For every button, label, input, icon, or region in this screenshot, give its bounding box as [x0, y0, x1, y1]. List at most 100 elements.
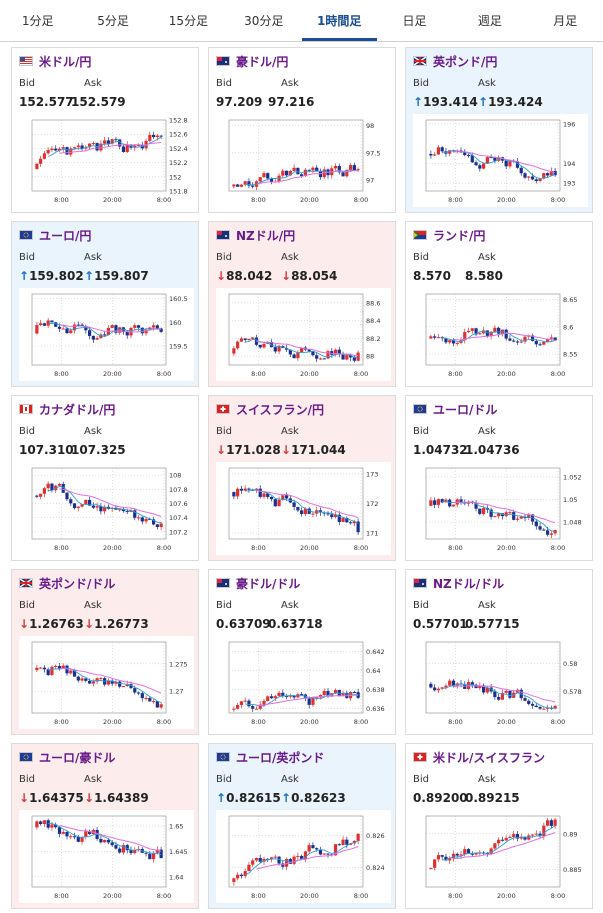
tab-0[interactable]: 1分足	[21, 14, 54, 28]
candle-body	[542, 341, 546, 345]
currency-card[interactable]: 豪ドル/円 Bid Ask 97.209 97.216 98 97.5 97 8:00 20:00…	[208, 47, 396, 213]
candle-body	[46, 483, 50, 489]
pair-name[interactable]: ユーロ/英ポンド	[236, 750, 325, 765]
candle-body	[159, 704, 163, 708]
chart-panel[interactable]: 173 172 171 8:00 20:00 8:00	[216, 462, 391, 555]
chart-panel[interactable]: 0.58 0.578 8:00 20:00 8:00	[413, 636, 588, 729]
tab-3[interactable]: 30分足	[244, 14, 284, 28]
pair-name[interactable]: 英ポンド/ドル	[39, 576, 116, 591]
pair-title[interactable]: ランド/円	[413, 227, 485, 243]
pair-title[interactable]: ユーロ/円	[19, 227, 91, 243]
candle-body	[121, 509, 126, 512]
pair-title[interactable]: スイスフラン/円	[216, 401, 324, 417]
currency-card[interactable]: NZドル/円 Bid Ask ↓88.042 ↓88.054 88.6 88.4 88.2 88…	[208, 221, 396, 387]
candle-body	[326, 853, 330, 855]
currency-card[interactable]: 豪ドル/ドル Bid Ask 0.63709 0.63718 0.642 0.64 0.638…	[208, 569, 396, 735]
candle-body	[523, 698, 527, 701]
candle-body	[99, 506, 103, 512]
candle-body	[527, 835, 531, 840]
tab-5[interactable]: 日足	[402, 14, 427, 28]
chart-panel[interactable]: 160.5 160 159.5 8:00 20:00 8:00	[19, 288, 194, 381]
chart-panel[interactable]: 0.826 0.824 8:00 20:00 8:00	[216, 810, 391, 903]
pair-title[interactable]: ユーロ/豪ドル	[19, 749, 115, 765]
bid-price: 0.89200	[413, 791, 468, 805]
pair-name[interactable]: ユーロ/円	[39, 228, 92, 243]
candle-body	[493, 843, 497, 849]
tab-4[interactable]: 1時間足	[301, 0, 377, 41]
candle-body	[512, 512, 516, 520]
candle-body	[239, 701, 244, 706]
chart-panel[interactable]: 1.052 1.05 1.048 8:00 20:00 8:00	[413, 462, 588, 555]
chart-panel[interactable]: 0.642 0.64 0.638 0.636 8:00 20:00 8:00	[216, 636, 391, 729]
candle-body	[307, 698, 311, 705]
price-chart: 160.5 160 159.5 8:00 20:00 8:00	[31, 293, 188, 378]
currency-card[interactable]: カナダドル/円 Bid Ask 107.310 107.325 108 107.8 107.6…	[11, 395, 199, 561]
pair-title[interactable]: ユーロ/英ポンド	[216, 749, 324, 765]
pair-title[interactable]: ユーロ/ドル	[413, 401, 497, 417]
candle-body	[519, 836, 523, 839]
y-tick-label: 172	[366, 500, 378, 508]
chart-panel[interactable]: 88.6 88.4 88.2 88 8:00 20:00 8:00	[216, 288, 391, 381]
chart-panel[interactable]: 1.275 1.27 8:00 20:00 8:00	[19, 636, 194, 729]
candle-body	[262, 493, 266, 497]
pair-name[interactable]: スイスフラン/円	[236, 402, 325, 417]
pair-name[interactable]: 豪ドル/円	[236, 54, 289, 69]
currency-card[interactable]: 米ドル/スイスフラン Bid Ask 0.89200 0.89215 0.89 0.885 8…	[405, 743, 593, 909]
candle-body	[239, 184, 244, 187]
pair-title[interactable]: 英ポンド/ドル	[19, 575, 115, 591]
price-chart: 0.58 0.578 8:00 20:00 8:00	[425, 641, 582, 726]
pair-name[interactable]: ランド/円	[433, 228, 486, 243]
pair-title[interactable]: 米ドル/スイスフラン	[413, 749, 545, 765]
pair-title[interactable]: NZドル/円	[216, 227, 295, 243]
candle-body	[345, 169, 349, 177]
currency-card[interactable]: NZドル/ドル Bid Ask 0.57701 0.57715 0.58 0.578 8:00…	[405, 569, 593, 735]
chart-panel[interactable]: 1.65 1.645 1.64 8:00 20:00 8:00	[19, 810, 194, 903]
tab-7[interactable]: 月足	[553, 14, 578, 28]
chart-panel[interactable]: 108 107.8 107.6 107.4 107.2 8:00 20:00 8:00	[19, 462, 194, 555]
pair-title[interactable]: 豪ドル/ドル	[216, 575, 300, 591]
x-tick-label: 8:00	[354, 892, 369, 900]
pair-title[interactable]: NZドル/ドル	[413, 575, 504, 591]
pair-title[interactable]: カナダドル/円	[19, 401, 115, 417]
chart-panel[interactable]: 196 194 193 8:00 20:00 8:00	[413, 114, 588, 207]
pair-title[interactable]: 英ポンド/円	[413, 53, 497, 69]
candle-body	[99, 334, 103, 339]
chart-panel[interactable]: 0.89 0.885 8:00 20:00 8:00	[413, 810, 588, 903]
tab-1[interactable]: 5分足	[97, 14, 129, 28]
currency-card[interactable]: スイスフラン/円 Bid Ask ↓171.028 ↓171.044 173 172 171 8…	[208, 395, 396, 561]
pair-name[interactable]: ユーロ/ドル	[433, 402, 498, 417]
y-tick-label: 160.5	[169, 295, 188, 303]
ma-long-line	[256, 490, 359, 519]
pair-name[interactable]: NZドル/ドル	[433, 576, 505, 591]
candle-body	[433, 859, 437, 868]
pair-name[interactable]: NZドル/円	[236, 228, 296, 243]
currency-card[interactable]: ユーロ/円 Bid Ask ↑159.802 ↑159.807 160.5 160 159.5…	[11, 221, 199, 387]
currency-card[interactable]: ユーロ/ドル Bid Ask 1.04732 1.04736 1.052 1.05 1.048…	[405, 395, 593, 561]
candle-body	[277, 346, 281, 352]
pair-name[interactable]: 豪ドル/ドル	[236, 576, 301, 591]
pair-name[interactable]: ユーロ/豪ドル	[39, 750, 116, 765]
pair-title[interactable]: 豪ドル/円	[216, 53, 288, 69]
chart-panel[interactable]: 98 97.5 97 8:00 20:00 8:00	[216, 114, 391, 207]
candle-body	[269, 496, 274, 500]
y-tick-label: 0.636	[366, 705, 385, 713]
pair-title[interactable]: 米ドル/円	[19, 53, 91, 69]
x-tick-label: 20:00	[300, 196, 319, 204]
currency-card[interactable]: 英ポンド/ドル Bid Ask ↓1.26763 ↓1.26773 1.275 1.27 8:…	[11, 569, 199, 735]
currency-card[interactable]: ユーロ/英ポンド Bid Ask ↑0.82615 ↑0.82623 0.826 0.824…	[208, 743, 396, 909]
pair-name[interactable]: カナダドル/円	[39, 402, 116, 417]
currency-card[interactable]: 英ポンド/円 Bid Ask ↑193.414 ↑193.424 196 194 193 8:0…	[405, 47, 593, 213]
currency-card[interactable]: 米ドル/円 Bid Ask 152.577 152.579 152.8 152.6 152.4…	[11, 47, 199, 213]
bid-price: 107.310	[19, 443, 74, 457]
tab-6[interactable]: 週足	[477, 14, 502, 28]
chart-panel[interactable]: 8.65 8.6 8.55 8:00 20:00 8:00	[413, 288, 588, 381]
candle-body	[57, 483, 62, 486]
chart-panel[interactable]: 152.8 152.6 152.4 152.2 152 151.8 8:00 20:00 8:0…	[19, 114, 194, 207]
currency-card[interactable]: ランド/円 Bid Ask 8.570 8.580 8.65 8.6 8.55 8:00 20:0…	[405, 221, 593, 387]
pair-name[interactable]: 英ポンド/円	[433, 54, 498, 69]
currency-card[interactable]: ユーロ/豪ドル Bid Ask ↓1.64375 ↓1.64389 1.65 1.645 1.…	[11, 743, 199, 909]
tab-2[interactable]: 15分足	[168, 14, 209, 28]
pair-name[interactable]: 米ドル/円	[39, 54, 92, 69]
candle-body	[512, 340, 516, 342]
pair-name[interactable]: 米ドル/スイスフラン	[433, 750, 546, 765]
